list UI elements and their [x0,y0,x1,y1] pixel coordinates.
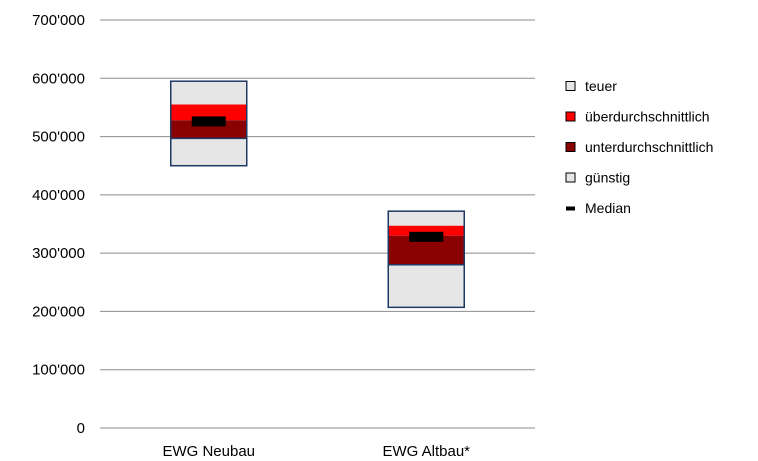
legend-swatch [565,172,576,183]
legend-swatch [565,81,576,91]
legend-label: Median [585,200,631,216]
segment-unterdurchschnittlich [170,120,247,139]
legend-item-teuer: teuer [565,78,617,94]
legend-swatch [566,206,575,211]
segment-uberdurchschnittlich [388,225,465,236]
x-axis-category-labels: EWG Neubau EWG Altbau* [162,443,470,460]
y-tick-label: 0 [77,420,85,437]
legend: teuer überdurchschnittlich unterdurchschni… [565,78,713,216]
segment-gunstig [388,264,465,308]
y-tick-label: 300'000 [32,245,85,262]
median-marker [409,231,444,242]
box-outline [170,80,248,167]
x-category-label: EWG Altbau* [382,443,470,460]
legend-item-gunstig: günstig [565,170,630,186]
median-marker [191,116,226,127]
y-tick-label: 400'000 [32,187,85,204]
box-outline [387,210,465,309]
box-ewg-altbau [387,210,465,309]
legend-item-unterdurchschnittlich: unterdurchschnittlich [565,139,713,155]
y-tick-label: 700'000 [32,12,85,29]
grid-lines [100,19,535,429]
legend-label: überdurchschnittlich [585,109,710,125]
y-tick-label: 200'000 [32,303,85,320]
legend-item-uberdurchschnittlich: überdurchschnittlich [565,109,710,125]
y-tick-label: 500'000 [32,129,85,146]
y-tick-label: 100'000 [32,362,85,379]
y-tick-label: 600'000 [32,70,85,87]
segment-gunstig [170,138,247,166]
segment-teuer [388,211,465,226]
legend-label: günstig [585,170,630,186]
legend-label: unterdurchschnittlich [585,139,713,155]
x-category-label: EWG Neubau [162,443,255,460]
boxes [170,80,465,309]
legend-label: teuer [585,78,617,94]
box-ewg-neubau [170,80,248,167]
legend-swatch [565,142,576,152]
legend-swatch [565,111,576,122]
segment-uberdurchschnittlich [170,104,247,121]
y-axis-tick-labels: 0 100'000 200'000 300'000 400'000 500'000 600'… [32,12,85,437]
legend-item-median: Median [566,200,631,216]
segment-teuer [170,81,247,105]
